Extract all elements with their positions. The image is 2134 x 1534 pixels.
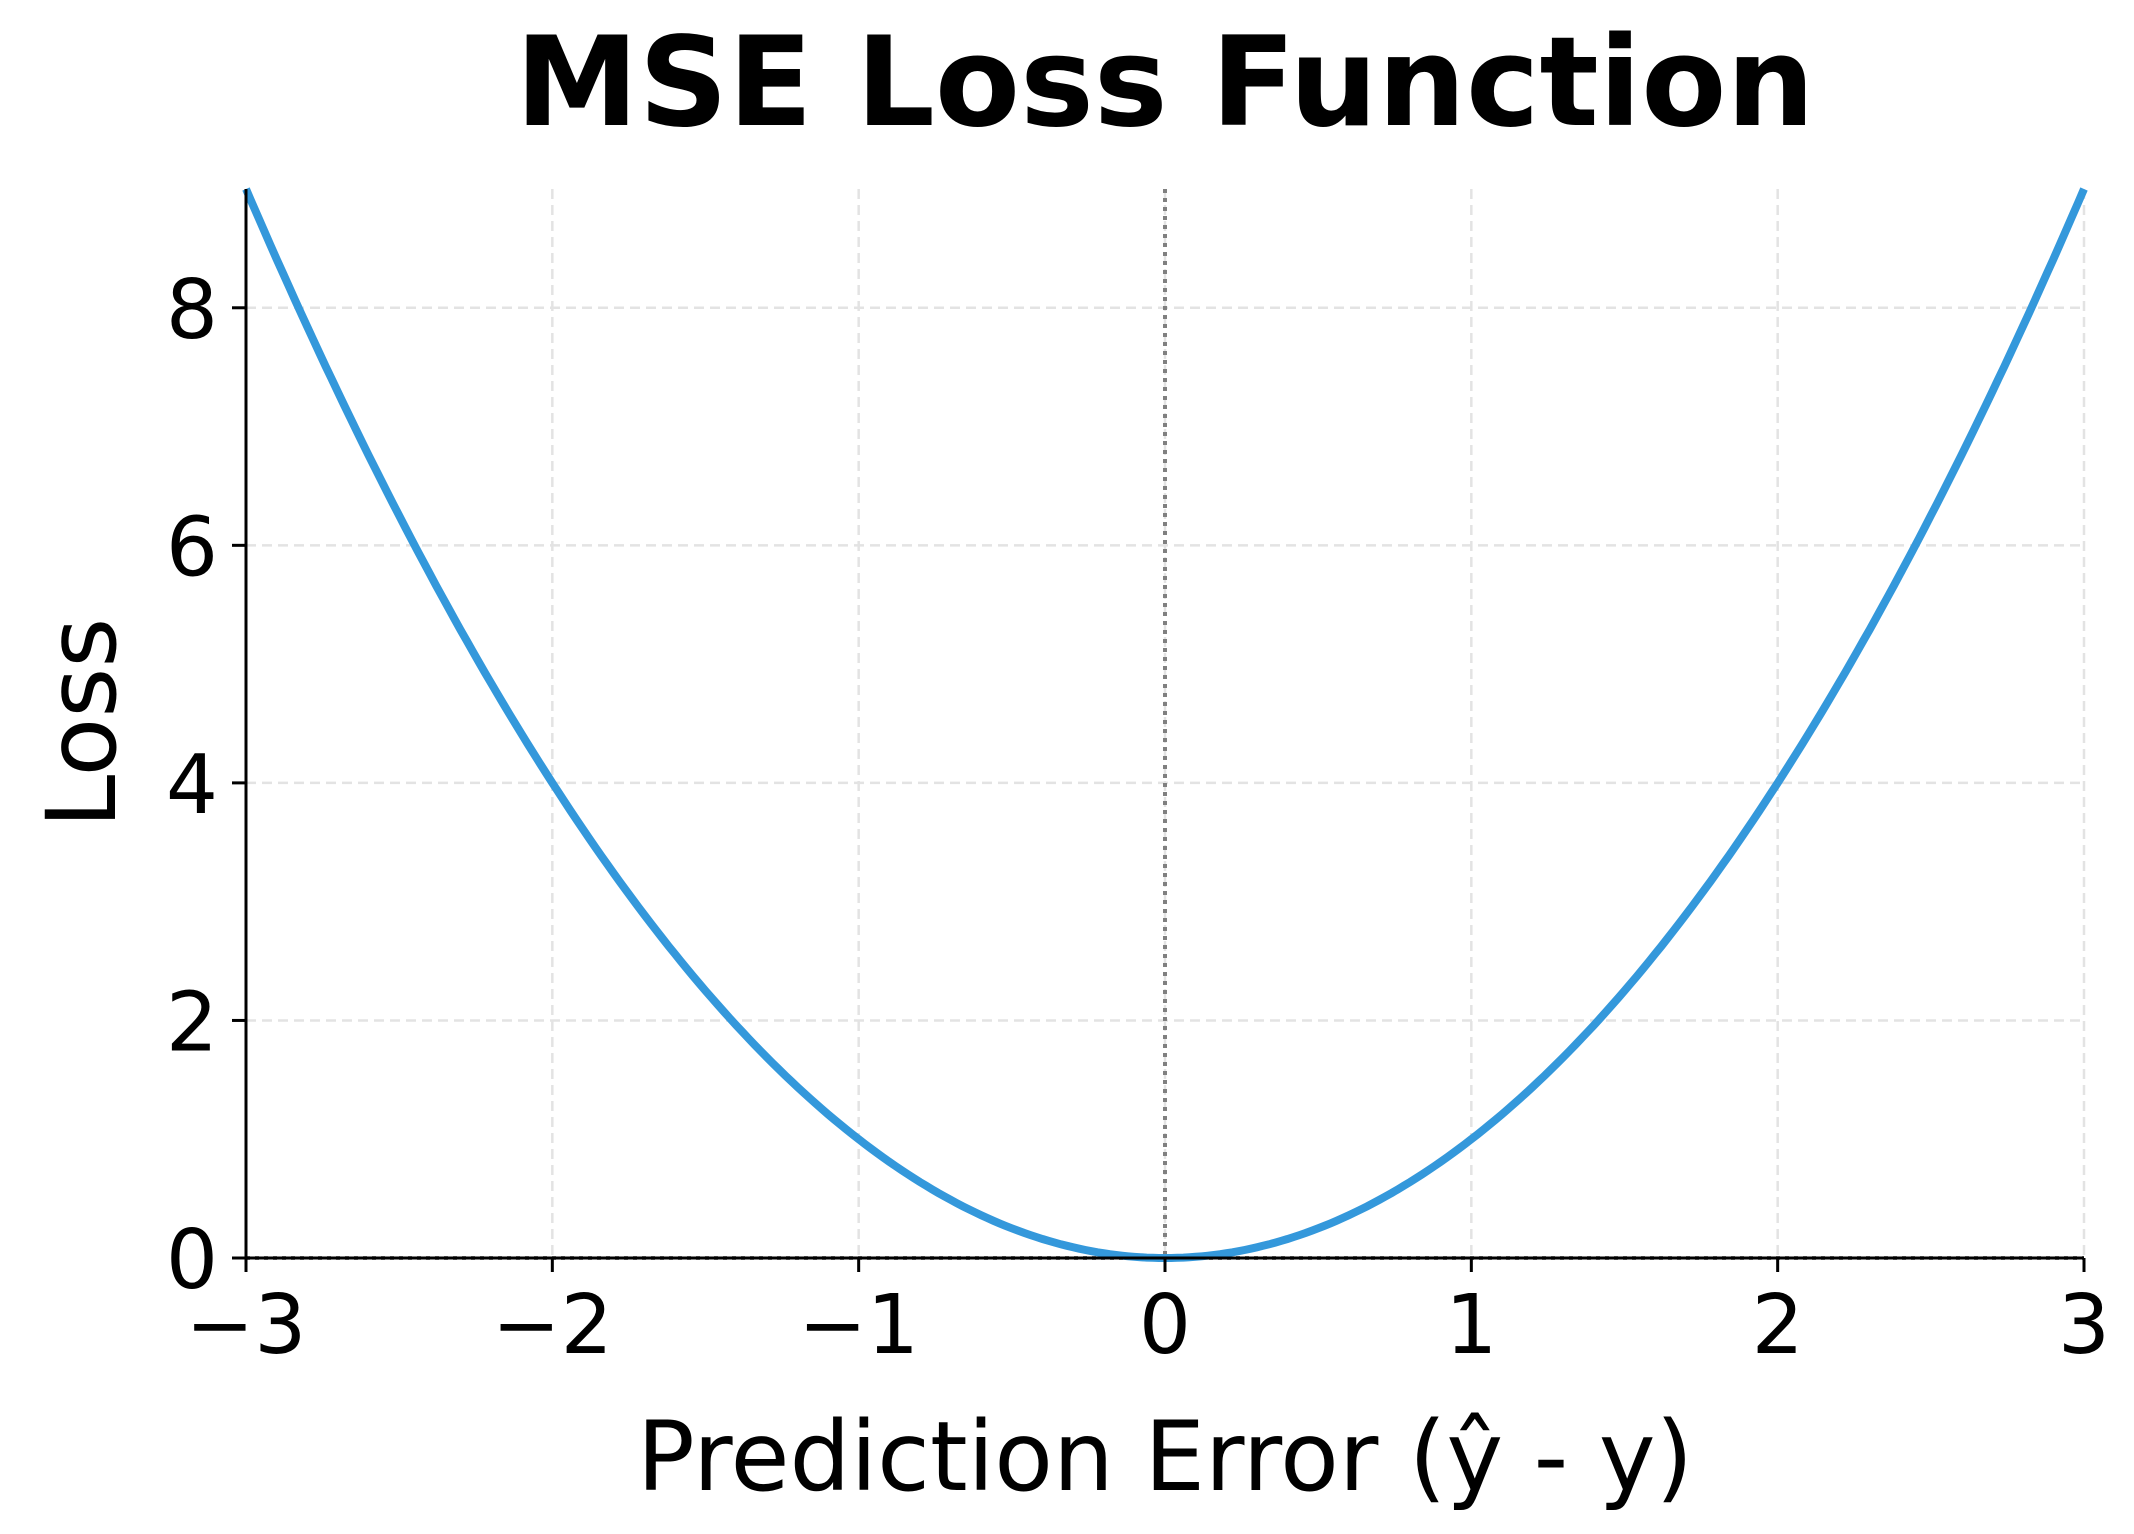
x-tick-label: 3: [2058, 1278, 2110, 1373]
chart-title: MSE Loss Function: [515, 11, 1814, 155]
x-tick-label: −2: [492, 1278, 613, 1373]
y-tick-label: 8: [166, 263, 218, 358]
y-axis-label: Loss: [26, 618, 138, 829]
x-axis-label: Prediction Error (ŷ - y): [637, 1401, 1693, 1513]
ticks: −3 −2 −1 0 1 2 3 0 2 4 6 8: [166, 263, 2110, 1373]
x-tick-label: 1: [1445, 1278, 1497, 1373]
x-tick-label: 2: [1752, 1278, 1804, 1373]
x-tick-label: −1: [798, 1278, 919, 1373]
x-tick-label: −3: [186, 1278, 307, 1373]
y-tick-label: 6: [166, 500, 218, 595]
y-tick-label: 2: [166, 975, 218, 1070]
x-tick-label: 0: [1139, 1278, 1191, 1373]
y-tick-label: 4: [166, 738, 218, 833]
y-tick-label: 0: [166, 1213, 218, 1308]
